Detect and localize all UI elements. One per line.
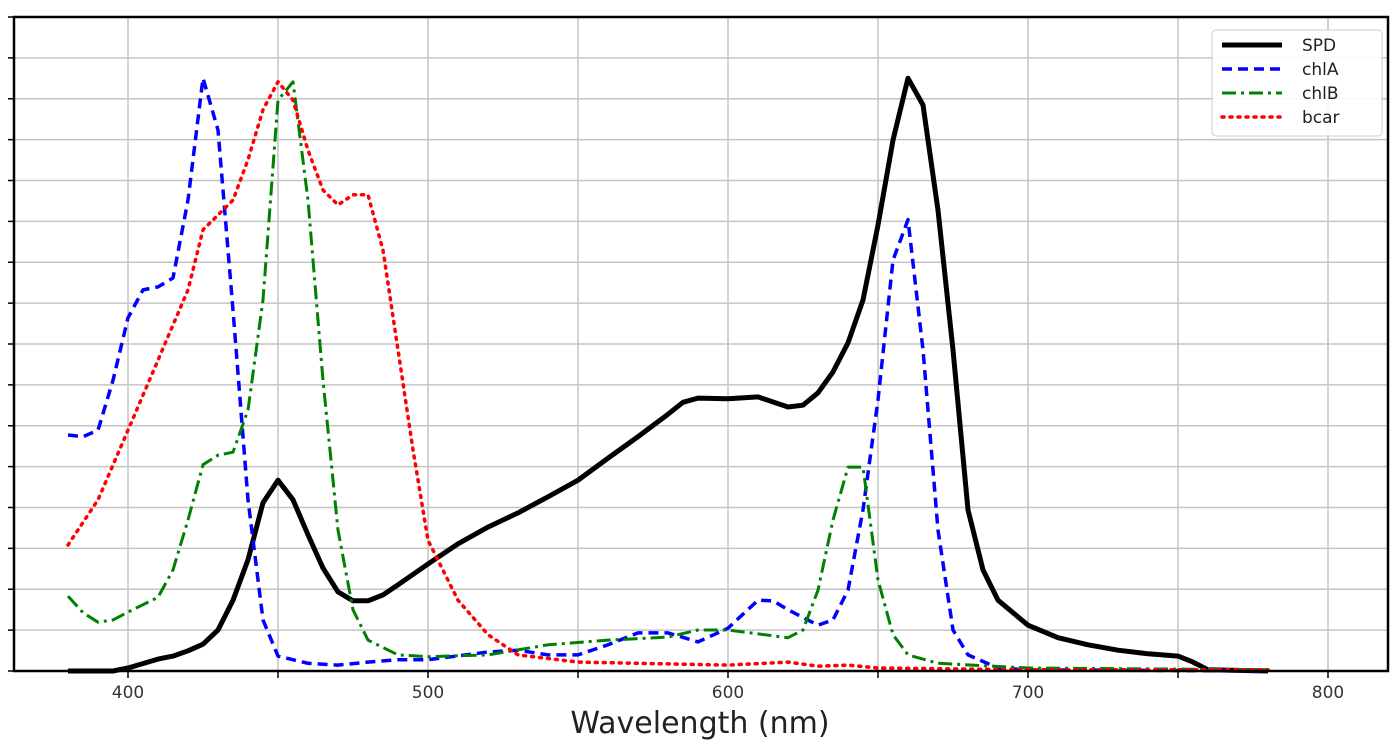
x-tick-label: 500 [412, 683, 444, 703]
x-tick-label: 400 [112, 683, 144, 703]
series-line-bcar [66, 80, 1270, 672]
legend-label: SPD [1302, 36, 1336, 56]
legend-label: chlA [1302, 60, 1339, 80]
grid [14, 17, 1388, 671]
legend-box [1211, 29, 1383, 137]
x-tick-label: 800 [1312, 683, 1344, 703]
series-line-chla [67, 76, 1269, 673]
axis-ticks: 400 500 600 700 800 [8, 16, 1344, 703]
legend-label: bcar [1302, 108, 1340, 128]
series-lines [66, 75, 1270, 674]
series-line-spd [68, 75, 1269, 674]
plot-frame [12, 15, 1390, 673]
legend: SPD chlA chlB bcar [1211, 29, 1383, 137]
legend-label: chlB [1302, 84, 1339, 104]
x-tick-label: 600 [712, 683, 744, 703]
x-tick-label: 700 [1012, 683, 1044, 703]
series-line-chlb [66, 80, 1269, 672]
x-axis-label: Wavelength (nm) [570, 706, 829, 741]
